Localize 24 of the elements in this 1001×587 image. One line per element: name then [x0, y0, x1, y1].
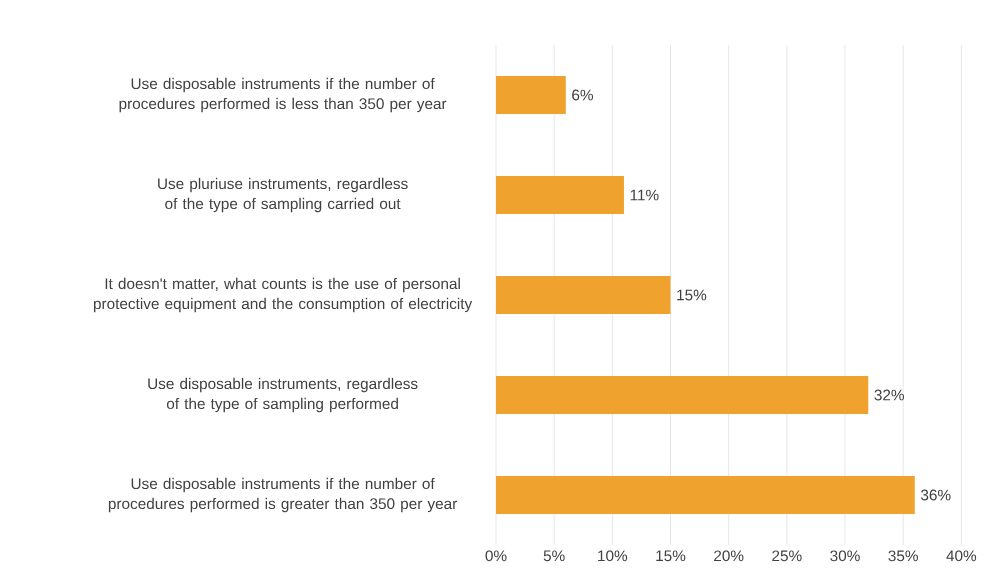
x-tick-label: 20%: [714, 550, 744, 562]
x-tick-label: 40%: [946, 550, 977, 562]
data-label: 32%: [874, 389, 905, 401]
bar: [496, 76, 566, 115]
bar: [496, 376, 869, 415]
x-tick-label: 35%: [888, 550, 918, 562]
data-label: 36%: [920, 489, 951, 501]
y-tick-label: It doesn't matter, what counts is the use of personal protective equipment and the consumption of electricity: [93, 277, 473, 313]
y-tick-label: Use disposable instruments, regardless of the type of sampling performed: [148, 377, 418, 413]
bar: [496, 276, 671, 315]
data-label: 15%: [677, 289, 707, 301]
x-tick-label: 30%: [830, 550, 860, 562]
y-tick-label: Use disposable instruments if the number of procedures performed is greater than 350 per year: [108, 477, 458, 513]
x-tick-label: 25%: [772, 550, 802, 562]
bar: [496, 176, 624, 215]
x-tick-label: 10%: [598, 550, 628, 562]
x-tick-label: 5%: [543, 550, 565, 562]
bar: [496, 476, 915, 515]
y-tick-label: Use pluriuse instruments, regardless of the type of sampling carried out: [158, 177, 408, 213]
data-label: 11%: [630, 189, 659, 201]
x-tick-label: 15%: [656, 550, 686, 562]
data-label: 6%: [572, 89, 594, 101]
y-tick-label: Use disposable instruments if the number of procedures performed is less than 350 per year: [119, 77, 447, 113]
x-tick-label: 0%: [485, 550, 507, 562]
